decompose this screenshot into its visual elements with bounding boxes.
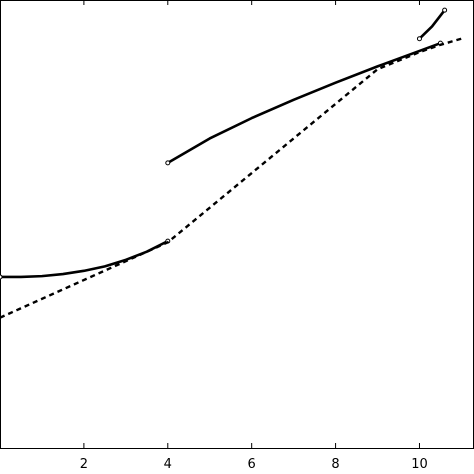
series-layer — [0, 7, 462, 319]
x-tick-label-4: 4 — [164, 457, 172, 472]
x-tick-label-2: 2 — [80, 457, 88, 472]
series-line-3 — [418, 9, 446, 40]
series-3-start-marker — [416, 36, 422, 42]
plot-area-frame — [0, 0, 474, 449]
x-tick-label-8: 8 — [331, 457, 339, 472]
series-1-start-marker — [0, 274, 3, 280]
series-line-1 — [0, 239, 169, 279]
series-3-end-marker — [442, 7, 448, 13]
series-2-start-marker — [165, 160, 171, 166]
x-axis-tick-labels: 2 4 6 8 10 — [80, 457, 428, 472]
x-axis-ticks — [83, 0, 420, 448]
series-line-2 — [167, 41, 441, 165]
x-tick-label-6: 6 — [248, 457, 256, 472]
x-tick-label-10: 10 — [411, 457, 428, 472]
series-line-4 — [0, 37, 462, 319]
